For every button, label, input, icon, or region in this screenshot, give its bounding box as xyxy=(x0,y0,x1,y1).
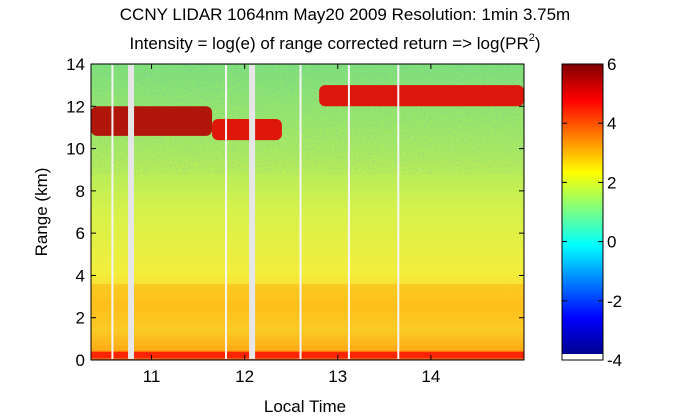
chart-subtitle: Intensity = log(e) of range corrected re… xyxy=(129,32,540,53)
layer-cirrus-cloud-layer-3 xyxy=(212,118,282,141)
colorbar-frame xyxy=(561,63,604,361)
layer-cirrus-cloud-layer-2 xyxy=(91,106,213,136)
x-tick-label: 12 xyxy=(235,367,254,386)
data-gap-4 xyxy=(299,65,302,359)
y-tick-label: 0 xyxy=(76,351,85,370)
layer-cirrus-cloud-layer-4 xyxy=(319,85,524,107)
colorbar: -4 -2 0 2 4 6 xyxy=(561,55,622,370)
cloud-features xyxy=(91,85,524,358)
y-tick-label: 6 xyxy=(76,224,85,243)
chart-title: CCNY LIDAR 1064nm May20 2009 Resolution:… xyxy=(120,5,570,24)
layer-surface-layer-0 xyxy=(91,351,524,358)
subtitle-superscript: 2 xyxy=(529,32,535,44)
colorbar-white-band xyxy=(562,354,603,360)
y-tick-label: 4 xyxy=(76,266,85,285)
subtitle-text: Intensity = log(e) of range corrected re… xyxy=(129,34,528,53)
data-gap-3 xyxy=(249,65,256,359)
plot-frame xyxy=(90,63,525,361)
data-gap-5 xyxy=(347,65,350,359)
x-axis-ticks: 11 12 13 14 xyxy=(143,64,440,386)
y-tick-label: 10 xyxy=(66,140,85,159)
y-tick-label: 8 xyxy=(76,182,85,201)
data-gap-2 xyxy=(225,65,228,359)
y-axis-ticks: 0 2 4 6 8 10 12 14 xyxy=(66,55,524,370)
x-axis-label: Local Time xyxy=(264,397,346,416)
y-axis-label: Range (km) xyxy=(32,168,51,257)
data-gaps xyxy=(111,65,400,359)
data-gap-6 xyxy=(397,65,400,359)
layer-boundary-layer-aerosol-1 xyxy=(91,283,524,352)
y-tick-label: 2 xyxy=(76,309,85,328)
x-tick-label: 11 xyxy=(143,367,161,386)
x-tick-label: 14 xyxy=(421,367,440,386)
y-tick-label: 14 xyxy=(66,55,85,74)
subtitle-end: ) xyxy=(535,34,541,53)
y-tick-label: 12 xyxy=(66,97,85,116)
colorbar-tick-label: -4 xyxy=(607,351,622,370)
colorbar-tick-label: 2 xyxy=(607,173,616,192)
colorbar-tick-label: 0 xyxy=(607,233,616,252)
colorbar-tick-label: -2 xyxy=(607,292,622,311)
data-gap-0 xyxy=(111,65,114,359)
data-gap-1 xyxy=(128,65,135,359)
colorbar-ticks: -4 -2 0 2 4 6 xyxy=(562,55,622,370)
x-tick-label: 13 xyxy=(328,367,347,386)
colorbar-tick-label: 6 xyxy=(607,55,616,74)
plot-area xyxy=(90,63,525,361)
colorbar-gradient xyxy=(562,64,603,354)
colorbar-tick-label: 4 xyxy=(607,114,616,133)
